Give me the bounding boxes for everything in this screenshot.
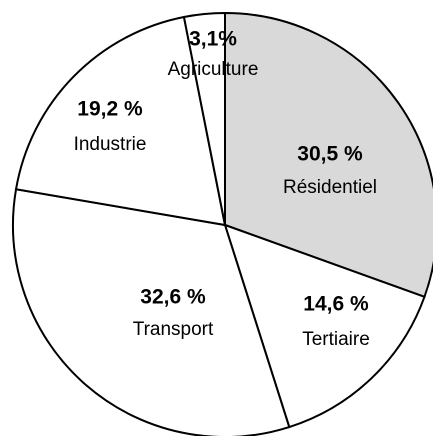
slice-value-label: 30,5 % — [297, 143, 363, 166]
slice-category-label: Transport — [133, 319, 214, 340]
slice-value-label: 19,2 % — [77, 98, 143, 121]
slice-category-label: Tertiaire — [302, 329, 370, 350]
pie-slice — [14, 15, 227, 227]
slice-category-label: Agriculture — [168, 59, 259, 80]
pie-slice — [224, 11, 433, 299]
slice-category-label: Industrie — [74, 134, 147, 155]
pie-slice — [182, 11, 226, 226]
pie-slice — [12, 188, 291, 436]
slice-value-label: 3,1% — [189, 28, 237, 51]
slice-value-label: 32,6 % — [140, 286, 206, 309]
slice-category-label: Résidentiel — [283, 177, 377, 198]
pie-slice — [223, 223, 426, 429]
slice-value-label: 14,6 % — [303, 293, 369, 316]
